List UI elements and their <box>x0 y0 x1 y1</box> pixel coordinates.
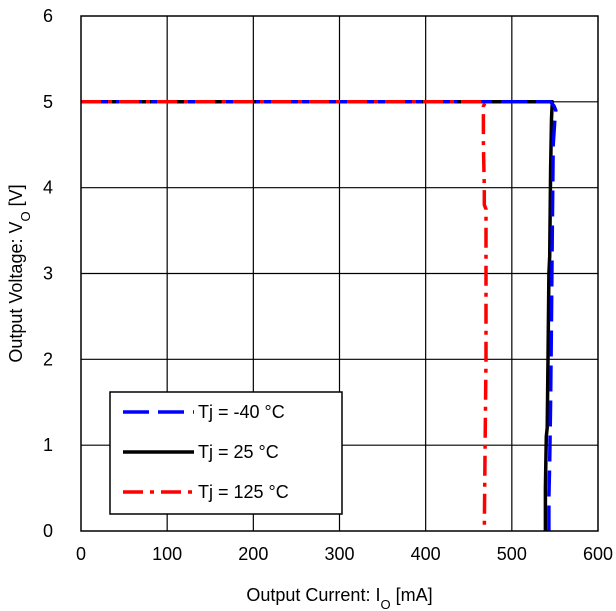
x-tick-label: 300 <box>324 544 354 564</box>
x-tick-label: 600 <box>583 544 613 564</box>
y-tick-label: 2 <box>43 349 53 369</box>
series-line-1 <box>81 100 555 531</box>
x-tick-labels: 0 100 200 300 400 500 600 <box>76 544 613 564</box>
y-tick-label: 0 <box>43 521 53 541</box>
series-layer <box>81 100 558 532</box>
series-line-2 <box>81 100 488 532</box>
legend-label-0: Tj = -40 °C <box>198 402 285 422</box>
x-tick-label: 200 <box>238 544 268 564</box>
series-line-0 <box>81 100 558 531</box>
plot-frame <box>80 15 599 532</box>
x-tick-label: 100 <box>152 544 182 564</box>
legend-label-1: Tj = 25 °C <box>198 442 279 462</box>
legend: Tj = -40 °C Tj = 25 °C Tj = 125 °C <box>109 391 343 515</box>
y-tick-label: 5 <box>43 92 53 112</box>
legend-label-2: Tj = 125 °C <box>198 482 289 502</box>
y-tick-label: 3 <box>43 264 53 284</box>
y-tick-label: 6 <box>43 6 53 26</box>
x-tick-label: 400 <box>411 544 441 564</box>
x-tick-label: 500 <box>497 544 527 564</box>
x-axis-title: Output Current: IO [mA] <box>246 585 432 611</box>
y-tick-label: 1 <box>43 435 53 455</box>
y-tick-labels: 0 1 2 3 4 5 6 <box>43 6 53 541</box>
y-tick-label: 4 <box>43 178 53 198</box>
y-axis-title: Output Voltage: VO [V] <box>6 184 33 362</box>
x-tick-label: 0 <box>76 544 86 564</box>
